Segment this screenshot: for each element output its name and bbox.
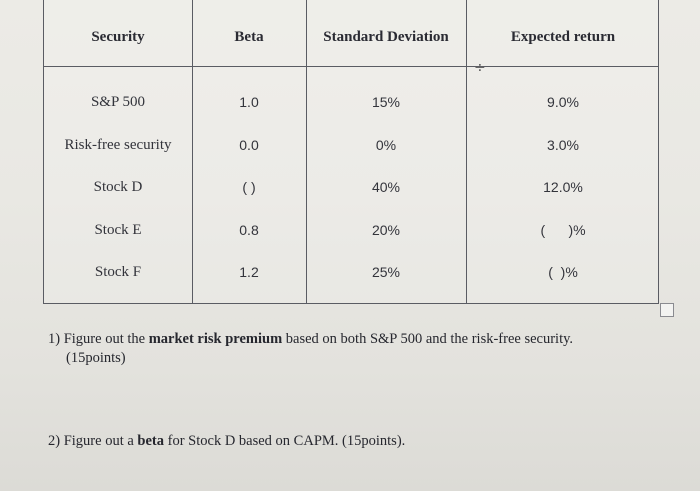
cell-std-dev: 40%: [371, 179, 401, 195]
checkbox-icon[interactable]: [660, 303, 674, 317]
cell-std-dev: 0%: [375, 137, 397, 153]
cell-security-stock-d: Stock D: [93, 178, 143, 195]
cell-expected-return: 9.0%: [547, 94, 579, 110]
question-keyword: market risk premium: [148, 331, 283, 347]
cell-expected-return-blank: ( )%: [540, 222, 586, 238]
column-divider: [192, 0, 193, 303]
cell-expected-return: 3.0%: [547, 137, 579, 153]
question-text: for Stock D based on CAPM. (15points).: [164, 433, 406, 449]
question-text: based on both S&P 500 and the risk-free …: [282, 331, 574, 347]
column-divider: [306, 0, 307, 303]
cell-security-stock-e: Stock E: [94, 221, 142, 238]
header-standard-deviation: Standard Deviation: [323, 28, 449, 45]
question-text: Figure out a: [63, 433, 138, 449]
cell-beta: 0.0: [239, 137, 259, 153]
cell-std-dev: 20%: [371, 222, 401, 238]
cell-beta: 1.0: [239, 94, 259, 110]
column-divider: [466, 0, 467, 303]
cell-beta: 1.2: [239, 264, 259, 280]
header-divider: [44, 66, 658, 67]
cell-std-dev: 25%: [371, 264, 401, 280]
question-number: 1): [48, 331, 61, 347]
cell-beta: 0.8: [239, 222, 259, 238]
text-cursor-icon: ÷: [474, 60, 486, 76]
header-expected-return: Expected return: [510, 28, 616, 45]
cell-expected-return: 12.0%: [543, 179, 583, 195]
header-beta: Beta: [234, 28, 264, 45]
question-2: 2) Figure out a beta for Stock D based o…: [48, 432, 678, 451]
question-keyword: beta: [137, 433, 165, 449]
cell-std-dev: 15%: [371, 94, 401, 110]
cell-security-stock-f: Stock F: [94, 263, 142, 280]
cell-beta-blank: ( ): [242, 179, 256, 195]
cell-security-sp500: S&P 500: [90, 93, 146, 110]
question-1: 1) Figure out the market risk premium ba…: [48, 330, 678, 349]
cell-security-risk-free: Risk-free security: [64, 136, 172, 153]
question-1-points: (15points): [66, 350, 126, 366]
header-security: Security: [91, 28, 145, 45]
security-table: Security Beta Standard Deviation Expecte…: [43, 0, 659, 304]
question-text: Figure out the: [63, 331, 149, 347]
question-number: 2): [48, 433, 61, 449]
cell-expected-return-blank: ( )%: [548, 264, 578, 280]
